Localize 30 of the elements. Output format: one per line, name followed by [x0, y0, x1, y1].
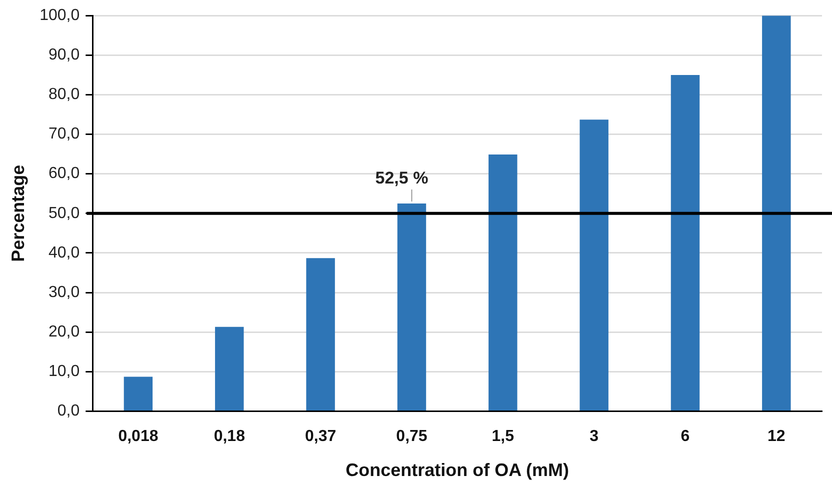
y-tick-label: 80,0 — [48, 86, 80, 104]
y-tick-label: 40,0 — [48, 244, 80, 262]
x-tick-label: 6 — [680, 428, 690, 446]
y-tick-label: 50,0 — [48, 204, 80, 222]
bar — [215, 326, 244, 410]
bar — [762, 16, 791, 410]
y-tick-label: 90,0 — [48, 46, 80, 64]
x-tick-label: 12 — [768, 428, 786, 446]
x-tick-label: 3 — [590, 428, 599, 446]
y-tick-label: 100,0 — [40, 7, 80, 24]
annotation: 52,5 % — [375, 168, 428, 188]
bar — [397, 204, 426, 410]
y-tick-label: 60,0 — [48, 165, 80, 182]
y-tick-label: 70,0 — [48, 126, 80, 143]
x-tick-label: 0,37 — [304, 428, 336, 446]
bar — [124, 376, 153, 410]
y-axis-title: Percentage — [8, 164, 28, 262]
bar — [580, 120, 608, 410]
y-tick-label: 30,0 — [48, 284, 80, 301]
x-tick-label: 0,18 — [214, 428, 246, 446]
bar — [488, 154, 518, 410]
x-axis-title: Concentration of OA (mM) — [346, 460, 569, 480]
x-tick-label: 1,5 — [492, 428, 514, 446]
x-tick-label: 0,018 — [118, 428, 158, 446]
bar — [306, 258, 335, 410]
y-tick-label: 20,0 — [48, 323, 80, 340]
bar — [670, 74, 700, 410]
y-tick-label: 0,0 — [57, 402, 80, 420]
x-tick-label: 0,75 — [396, 428, 428, 446]
y-tick-label: 10,0 — [48, 363, 80, 380]
